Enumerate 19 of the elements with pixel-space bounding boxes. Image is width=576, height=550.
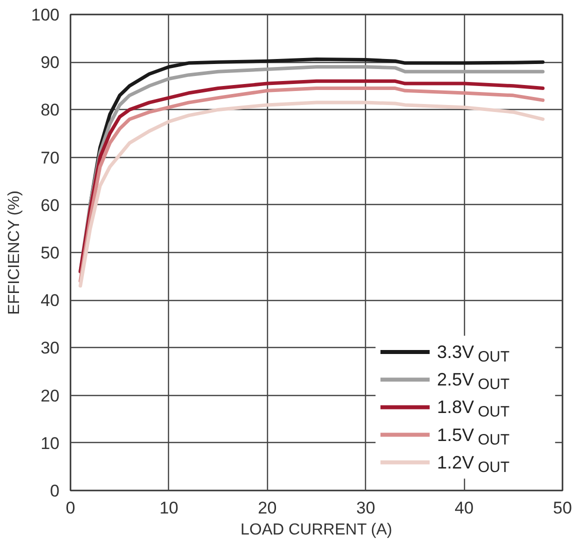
x-axis-title: LOAD CURRENT (A) [240,522,392,538]
y-tick-label: 30 [40,338,60,358]
x-tick-label: 50 [553,498,572,518]
y-tick-label: 10 [40,434,60,453]
y-tick-label: 60 [40,196,60,215]
x-tick-label: 40 [454,498,474,518]
y-tick-label: 100 [31,6,60,24]
x-tick-label: 0 [66,498,76,518]
y-tick-label: 70 [40,148,60,168]
y-tick-label: 80 [40,100,60,120]
y-tick-label: 20 [40,386,60,406]
y-axis-title: EFFICIENCY (%) [6,190,24,315]
y-tick-label: 40 [40,291,60,310]
y-tick-label: 50 [40,244,60,262]
x-tick-label: 10 [159,498,178,518]
y-tick-label: 90 [40,53,60,72]
x-tick-label: 20 [258,498,277,518]
x-tick-label: 30 [356,498,376,518]
y-tick-label: 0 [50,482,60,500]
